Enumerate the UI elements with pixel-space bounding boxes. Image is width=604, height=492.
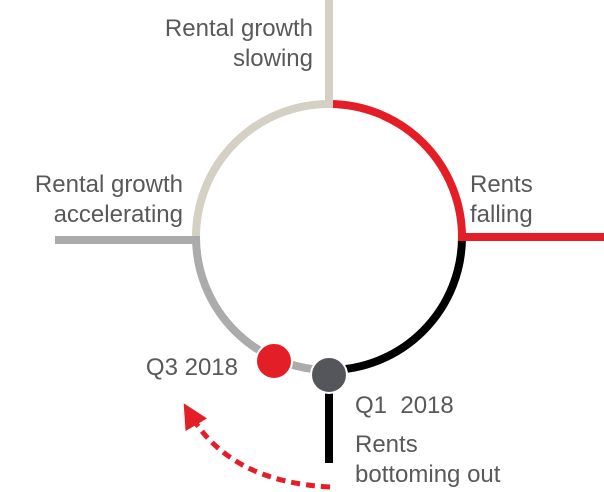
label: Rental growth: [35, 171, 183, 198]
marker-label: Q1 2018: [355, 392, 454, 419]
label: Rents: [470, 171, 533, 198]
label: Rental growth: [165, 15, 313, 42]
arc-bottoming: [328, 236, 466, 374]
arc-falling: [328, 100, 466, 238]
label: accelerating: [54, 201, 183, 228]
label: slowing: [233, 45, 313, 72]
marker-label: Q3 2018: [146, 354, 238, 381]
label: falling: [470, 201, 533, 228]
label: bottoming out: [355, 461, 501, 488]
marker-q1: [310, 356, 348, 394]
arc-accelerating: [192, 236, 330, 374]
label: Rents: [355, 431, 418, 458]
marker-q3: [255, 342, 293, 380]
direction-arrow: [183, 403, 331, 490]
arc-slowing: [192, 100, 330, 238]
